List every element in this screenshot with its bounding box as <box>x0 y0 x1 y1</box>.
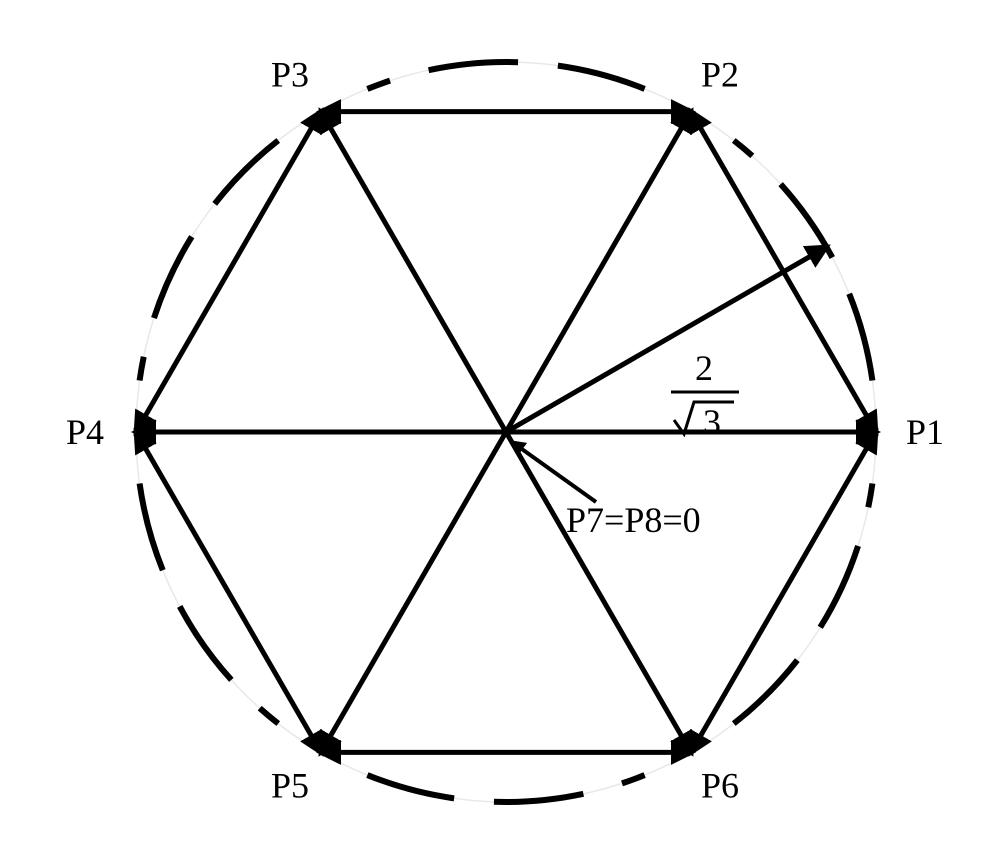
radial-P2 <box>506 112 691 432</box>
radial-P6 <box>506 432 691 752</box>
label-P3: P3 <box>271 55 309 95</box>
center-callout-text: P7=P8=0 <box>566 500 701 540</box>
radial-P5 <box>321 432 506 752</box>
label-P5: P5 <box>271 765 309 805</box>
radius-numerator: 2 <box>695 348 713 388</box>
label-P1: P1 <box>906 412 944 452</box>
vector-space-diagram: P1P2P3P4P5P6 23 P7=P8=0 <box>0 0 1000 868</box>
radius-magnitude-label: 23 <box>671 348 739 442</box>
label-P6: P6 <box>701 765 739 805</box>
label-P2: P2 <box>701 55 739 95</box>
center-point <box>502 428 510 436</box>
label-P4: P4 <box>66 412 104 452</box>
radius-vector <box>506 247 826 432</box>
center-callout-arrow <box>512 442 596 502</box>
radial-P3 <box>321 112 506 432</box>
radius-denominator: 3 <box>703 402 721 442</box>
